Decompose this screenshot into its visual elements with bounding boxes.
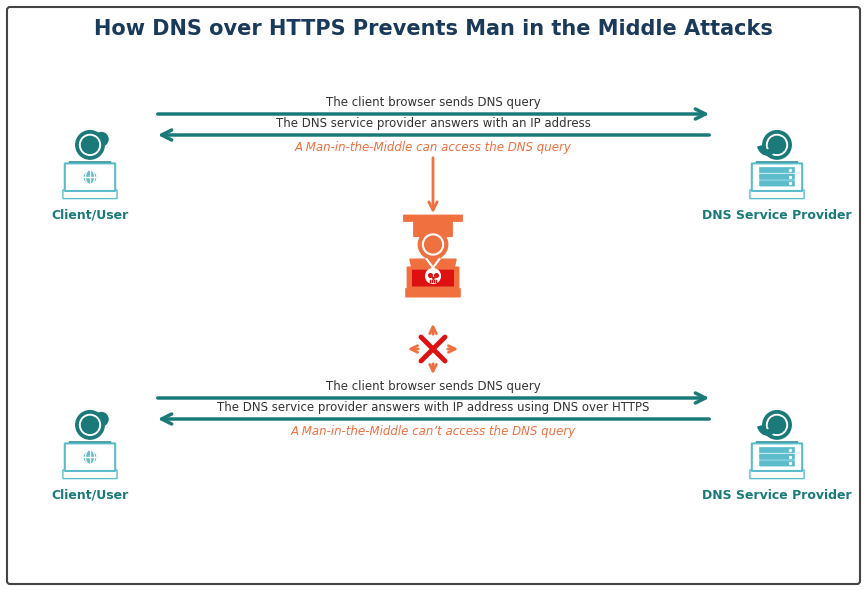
Circle shape — [95, 413, 108, 426]
Circle shape — [426, 269, 440, 283]
FancyBboxPatch shape — [7, 7, 860, 584]
Circle shape — [81, 137, 99, 154]
FancyBboxPatch shape — [405, 288, 460, 297]
FancyBboxPatch shape — [750, 190, 804, 199]
Polygon shape — [69, 162, 111, 178]
Circle shape — [95, 132, 108, 146]
Polygon shape — [756, 162, 798, 178]
FancyBboxPatch shape — [407, 267, 459, 289]
Text: How DNS over HTTPS Prevents Man in the Middle Attacks: How DNS over HTTPS Prevents Man in the M… — [94, 19, 772, 39]
Circle shape — [82, 170, 98, 185]
Circle shape — [763, 411, 792, 439]
Circle shape — [763, 131, 792, 159]
FancyBboxPatch shape — [759, 461, 794, 466]
Circle shape — [766, 134, 787, 155]
Circle shape — [75, 411, 104, 439]
FancyBboxPatch shape — [63, 190, 117, 199]
Circle shape — [422, 234, 444, 255]
FancyBboxPatch shape — [65, 443, 115, 471]
FancyBboxPatch shape — [759, 447, 794, 453]
Circle shape — [81, 416, 99, 433]
Circle shape — [75, 131, 104, 159]
FancyBboxPatch shape — [412, 269, 454, 287]
Circle shape — [425, 236, 441, 253]
Text: The DNS service provider answers with an IP address: The DNS service provider answers with an… — [276, 117, 591, 130]
FancyBboxPatch shape — [69, 167, 111, 188]
Text: DNS Service Provider: DNS Service Provider — [702, 489, 851, 502]
Text: The DNS service provider answers with IP address using DNS over HTTPS: The DNS service provider answers with IP… — [218, 401, 649, 414]
Circle shape — [766, 414, 787, 436]
FancyBboxPatch shape — [65, 163, 115, 191]
Circle shape — [768, 137, 786, 154]
Circle shape — [418, 230, 447, 259]
Text: Client/User: Client/User — [51, 209, 128, 222]
Text: A Man-in-the-Middle can’t access the DNS query: A Man-in-the-Middle can’t access the DNS… — [290, 425, 577, 438]
FancyBboxPatch shape — [413, 216, 453, 237]
Text: Client/User: Client/User — [51, 489, 128, 502]
FancyBboxPatch shape — [759, 174, 794, 180]
Text: The client browser sends DNS query: The client browser sends DNS query — [326, 96, 541, 109]
Polygon shape — [410, 259, 456, 278]
Text: The client browser sends DNS query: The client browser sends DNS query — [326, 380, 541, 393]
FancyBboxPatch shape — [759, 167, 794, 173]
FancyBboxPatch shape — [750, 470, 804, 479]
Text: A Man-in-the-Middle can access the DNS query: A Man-in-the-Middle can access the DNS q… — [295, 141, 572, 154]
Circle shape — [82, 450, 98, 465]
FancyBboxPatch shape — [69, 447, 111, 467]
Polygon shape — [756, 442, 798, 458]
Circle shape — [768, 416, 786, 433]
Polygon shape — [69, 442, 111, 458]
FancyBboxPatch shape — [759, 454, 794, 459]
FancyBboxPatch shape — [403, 215, 463, 222]
FancyBboxPatch shape — [759, 181, 794, 186]
Circle shape — [80, 414, 101, 436]
Circle shape — [80, 134, 101, 155]
Text: DNS Service Provider: DNS Service Provider — [702, 209, 851, 222]
FancyBboxPatch shape — [752, 443, 802, 471]
FancyBboxPatch shape — [63, 470, 117, 479]
FancyBboxPatch shape — [427, 277, 438, 282]
FancyBboxPatch shape — [752, 163, 802, 191]
